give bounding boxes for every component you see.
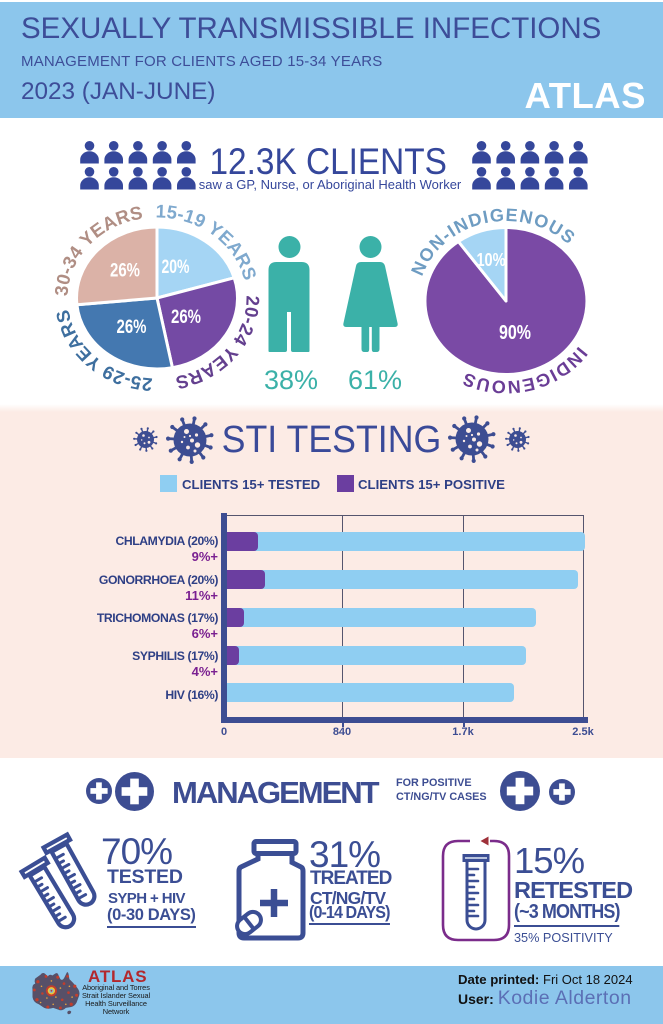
svg-text:90%: 90% xyxy=(499,321,531,344)
svg-text:10%: 10% xyxy=(477,250,506,270)
svg-text:20%: 20% xyxy=(162,257,190,278)
svg-text:26%: 26% xyxy=(110,261,140,282)
svg-text:26%: 26% xyxy=(117,317,147,338)
svg-text:26%: 26% xyxy=(171,307,201,328)
